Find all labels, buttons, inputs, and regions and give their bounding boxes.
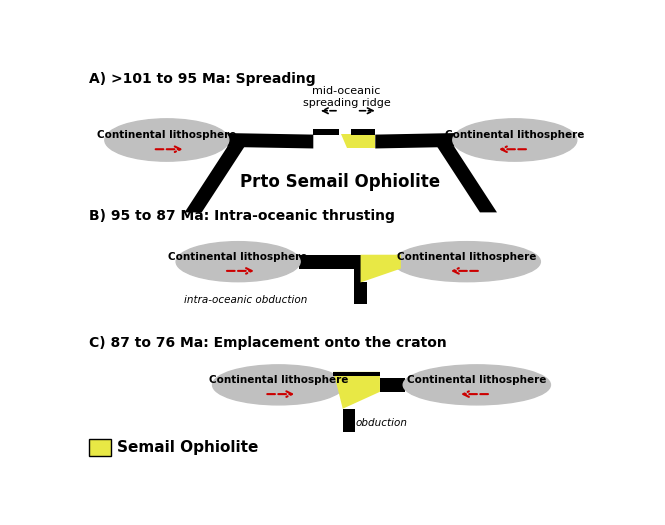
Ellipse shape: [213, 365, 344, 405]
Polygon shape: [313, 129, 339, 134]
Ellipse shape: [453, 119, 577, 161]
Ellipse shape: [403, 365, 551, 405]
Polygon shape: [341, 134, 375, 148]
Bar: [89, 439, 111, 456]
Ellipse shape: [393, 242, 541, 282]
Polygon shape: [299, 255, 360, 282]
Polygon shape: [342, 409, 355, 432]
Text: Continental lithosphere: Continental lithosphere: [97, 130, 237, 140]
Text: Prto Semail Ophiolite: Prto Semail Ophiolite: [240, 173, 440, 191]
Text: Continental lithosphere: Continental lithosphere: [445, 130, 585, 140]
Text: A) >101 to 95 Ma: Spreading: A) >101 to 95 Ma: Spreading: [89, 72, 316, 86]
Polygon shape: [380, 378, 405, 392]
Text: C) 87 to 76 Ma: Emplacement onto the craton: C) 87 to 76 Ma: Emplacement onto the cra…: [89, 337, 447, 350]
Polygon shape: [438, 147, 497, 213]
Polygon shape: [354, 282, 367, 304]
Polygon shape: [360, 255, 401, 282]
Text: Semail Ophiolite: Semail Ophiolite: [117, 440, 259, 455]
Ellipse shape: [176, 242, 300, 282]
Text: mid-oceanic
spreading ridge: mid-oceanic spreading ridge: [303, 86, 390, 108]
Text: obduction: obduction: [356, 418, 408, 428]
Polygon shape: [350, 129, 375, 134]
Polygon shape: [375, 133, 454, 149]
Text: B) 95 to 87 Ma: Intra-oceanic thrusting: B) 95 to 87 Ma: Intra-oceanic thrusting: [89, 209, 395, 223]
Text: intra-oceanic obduction: intra-oceanic obduction: [184, 295, 307, 305]
Text: Continental lithosphere: Continental lithosphere: [407, 375, 547, 385]
Text: Continental lithosphere: Continental lithosphere: [209, 375, 348, 385]
Polygon shape: [227, 133, 313, 149]
Text: Continental lithosphere: Continental lithosphere: [397, 252, 537, 262]
Text: Continental lithosphere: Continental lithosphere: [168, 252, 308, 262]
Ellipse shape: [105, 119, 229, 161]
Polygon shape: [394, 255, 401, 269]
Polygon shape: [185, 147, 244, 213]
Polygon shape: [333, 372, 380, 409]
Polygon shape: [333, 372, 380, 376]
